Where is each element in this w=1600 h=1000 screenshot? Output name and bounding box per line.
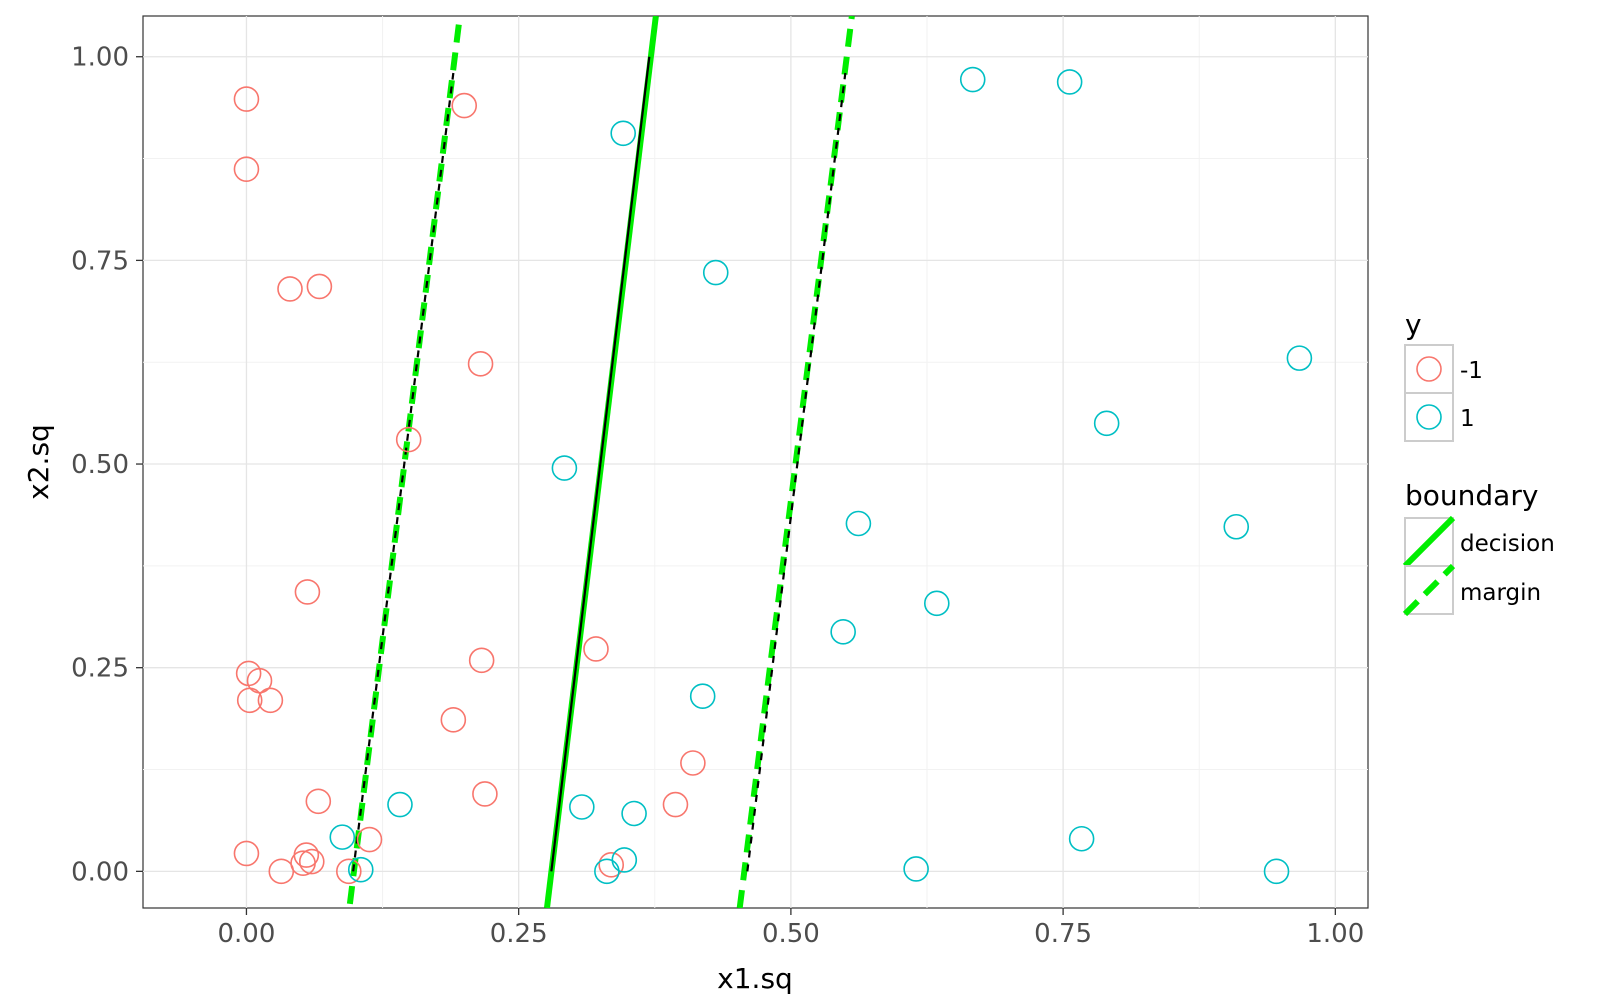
point-neg (236, 687, 263, 714)
margin-line (736, 16, 855, 908)
point-neg (257, 687, 284, 714)
y-tick-label: 1.00 (71, 43, 129, 73)
point-neg (440, 707, 467, 733)
x-axis-title: x1.sq (717, 962, 793, 995)
legend-label-decision: decision (1460, 531, 1555, 557)
point-neg (298, 848, 325, 875)
point-neg (598, 852, 625, 878)
point-pos (1263, 858, 1290, 885)
point-pos (702, 259, 729, 286)
point-neg (583, 636, 609, 662)
point-neg (305, 788, 332, 815)
legend-margin-line-icon (1402, 563, 1456, 617)
legend-label-margin: margin (1460, 580, 1541, 606)
point-pos (387, 791, 413, 818)
point-pos (903, 856, 929, 882)
legend-circle-pos-icon (1416, 404, 1442, 430)
y-axis-title: x2.sq (22, 424, 55, 500)
point-neg (680, 750, 706, 776)
point-pos (1286, 345, 1313, 371)
point-pos (1223, 513, 1250, 540)
x-tick-label: 0.75 (1034, 919, 1092, 949)
point-neg (451, 92, 478, 119)
x-axis: 0.00 0.25 0.50 0.75 1.00 (217, 908, 1364, 949)
point-pos (689, 683, 716, 710)
legend-label-pos: 1 (1460, 406, 1475, 432)
point-pos (1056, 69, 1083, 95)
point-neg (306, 273, 333, 300)
point-neg (233, 86, 260, 112)
point-pos (845, 510, 872, 537)
point-pos (551, 455, 578, 481)
point-neg (662, 791, 689, 818)
legend-y-title: y (1405, 308, 1422, 341)
point-neg (467, 351, 494, 377)
point-neg (294, 579, 321, 605)
x-tick-label: 0.00 (217, 919, 275, 949)
y-axis: 0.00 0.25 0.50 0.75 1.00 (71, 43, 143, 887)
point-pos (1093, 410, 1120, 437)
x-tick-label: 0.25 (490, 919, 548, 949)
point-neg (268, 858, 295, 885)
data-points (233, 66, 1313, 885)
point-pos (329, 824, 356, 850)
x-tick-label: 0.50 (762, 919, 820, 949)
point-neg (472, 781, 498, 807)
point-pos (611, 847, 638, 873)
point-neg (356, 826, 383, 853)
point-pos (923, 590, 950, 617)
point-pos (621, 800, 647, 827)
point-neg (395, 426, 422, 453)
boundary-lines (346, 16, 855, 908)
point-pos (610, 120, 637, 147)
point-neg (468, 647, 495, 674)
legend-y: y -1 1 (1404, 308, 1483, 442)
decision-line (550, 56, 651, 872)
point-neg (335, 858, 362, 885)
grid-lines (143, 16, 1368, 908)
point-pos (1068, 825, 1095, 852)
point-pos (569, 794, 595, 820)
point-pos (959, 66, 986, 93)
legend-key-pos (1404, 392, 1454, 442)
point-neg (233, 156, 260, 182)
legend-key-neg (1404, 344, 1454, 394)
point-neg (233, 840, 260, 867)
point-neg (277, 276, 303, 302)
x-tick-label: 1.00 (1306, 919, 1364, 949)
point-pos (830, 619, 856, 645)
y-tick-label: 0.00 (71, 857, 129, 887)
legend-label-neg: -1 (1460, 358, 1483, 384)
plot-panel (142, 15, 1369, 909)
legend-decision-line-icon (1402, 515, 1456, 569)
legend-boundary: boundary decision margin (1402, 479, 1555, 617)
legend-circle-neg-icon (1416, 356, 1442, 382)
legend-boundary-title: boundary (1405, 479, 1538, 512)
y-tick-label: 0.50 (71, 450, 129, 480)
y-tick-label: 0.75 (71, 246, 129, 276)
point-pos (347, 856, 374, 883)
y-tick-label: 0.25 (71, 654, 129, 684)
